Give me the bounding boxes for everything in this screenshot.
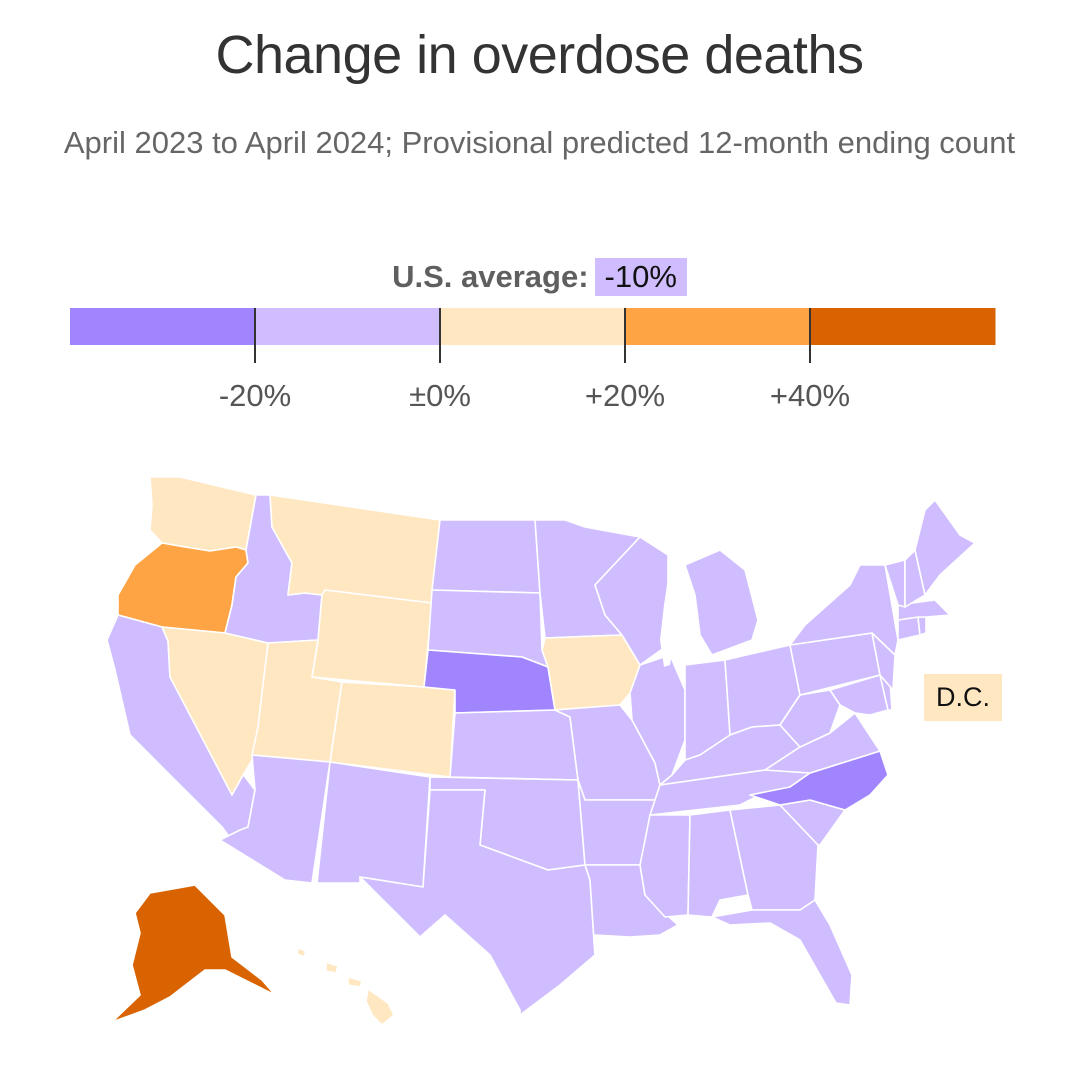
us-state-map xyxy=(106,476,976,1026)
state-nc xyxy=(749,750,889,811)
legend-bin-0-to-plus-20 xyxy=(440,308,626,345)
state-co xyxy=(329,681,456,778)
state-ks xyxy=(449,709,579,781)
state-nj xyxy=(871,632,896,691)
chart-subtitle: April 2023 to April 2024; Provisional pr… xyxy=(63,125,1016,160)
us-average-value: -10% xyxy=(594,258,687,296)
state-mt xyxy=(269,494,441,604)
dc-badge: D.C. xyxy=(924,674,1002,721)
state-ma xyxy=(897,599,951,621)
state-ia xyxy=(541,634,641,711)
state-hi xyxy=(296,947,395,1026)
state-tx xyxy=(359,789,596,1016)
us-average-label: U.S. average: xyxy=(392,259,589,294)
state-mi xyxy=(684,549,759,656)
state-az xyxy=(219,754,331,884)
state-me xyxy=(914,499,976,596)
state-nd xyxy=(431,519,541,594)
legend-bin-plus-20-to-40 xyxy=(625,308,811,345)
legend-bin-above-plus-40 xyxy=(810,308,996,345)
legend-tick-label: +20% xyxy=(585,378,665,413)
state-wy xyxy=(311,589,433,688)
chart-title: Change in overdose deaths xyxy=(215,25,864,85)
legend-tick-label: +40% xyxy=(770,378,850,413)
state-ak xyxy=(111,884,276,1023)
color-legend: -20% ±0% +20% +40% xyxy=(70,308,996,413)
state-wa xyxy=(149,476,257,552)
legend-bin-below-minus-20 xyxy=(70,308,256,345)
state-fl xyxy=(711,899,853,1006)
legend-bin-minus-20-to-0 xyxy=(255,308,441,345)
us-average: U.S. average: -10% xyxy=(0,258,1079,296)
lake-michigan xyxy=(660,578,681,667)
state-ct xyxy=(897,616,921,641)
legend-tick-label: -20% xyxy=(219,378,291,413)
state-nm xyxy=(316,761,431,888)
state-wi xyxy=(594,536,669,666)
state-ri xyxy=(917,616,927,636)
legend-tick-label: ±0% xyxy=(409,378,471,413)
